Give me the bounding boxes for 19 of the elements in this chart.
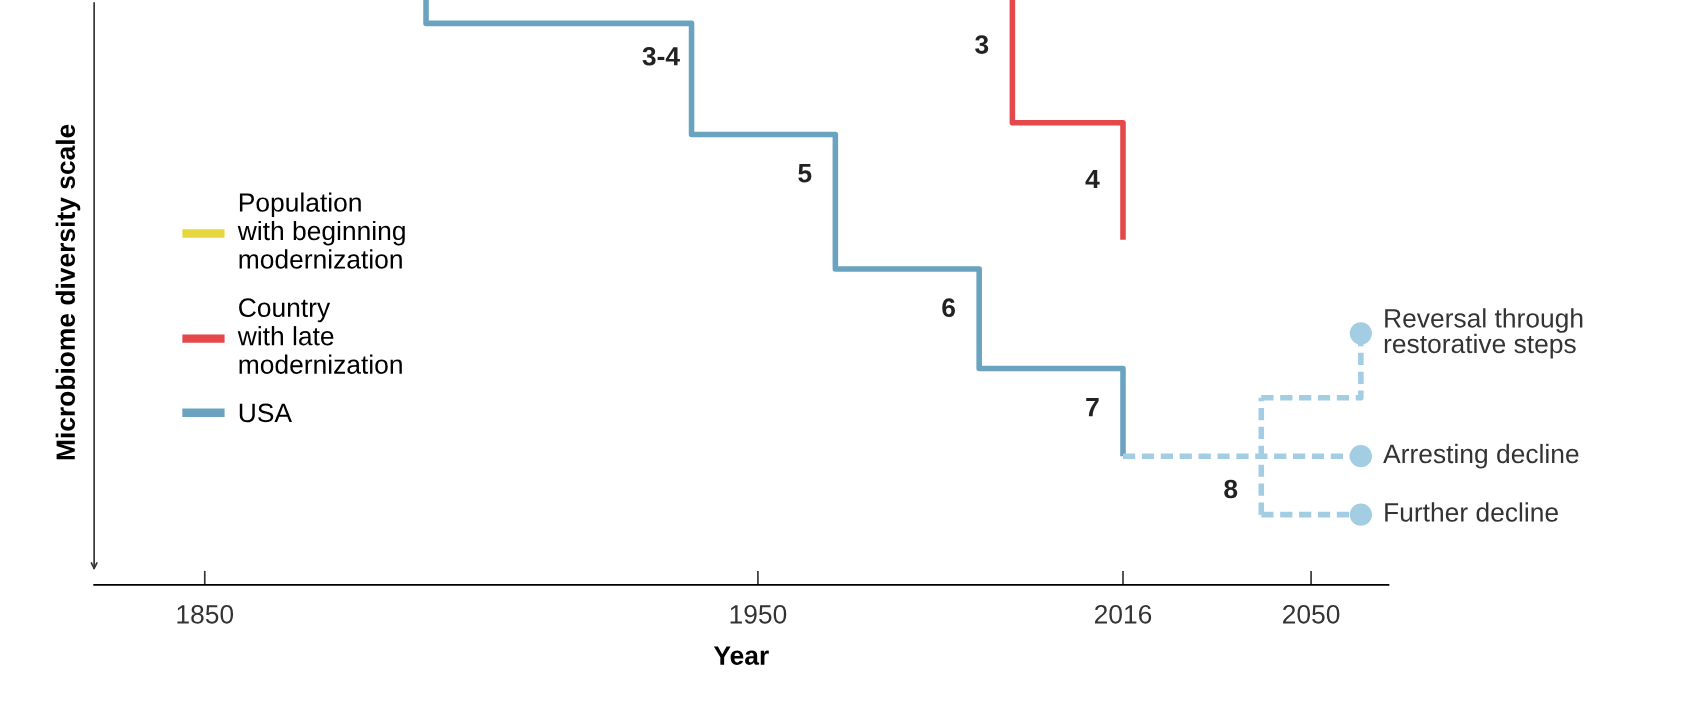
series-label: Further decline [1385,502,1558,522]
y-axis-title: Microbiome diversity scale [55,124,81,460]
annotation: 3 [975,35,989,54]
annotation: 4 [1085,169,1100,189]
annotation: 8 [1224,479,1238,499]
annotation: 6 [942,298,955,318]
legend-label: Population with beginning modernization [237,192,405,269]
x-tick-label: 2050 [1283,604,1340,624]
x-tick-label: 1950 [730,604,787,624]
series-label: Reversal through restorative steps [1384,308,1583,359]
annotation: 3-4 [642,46,680,66]
x-axis-title: Year [713,646,769,665]
x-tick-label: 1850 [177,604,234,624]
legend-label: Country with late modernization [237,298,402,374]
legend-label: USA [239,403,292,423]
series-label: Arresting decline [1383,443,1579,469]
x-tick-label: 2016 [1094,604,1152,624]
annotation: 5 [798,164,812,183]
annotation: 7 [1086,398,1099,417]
